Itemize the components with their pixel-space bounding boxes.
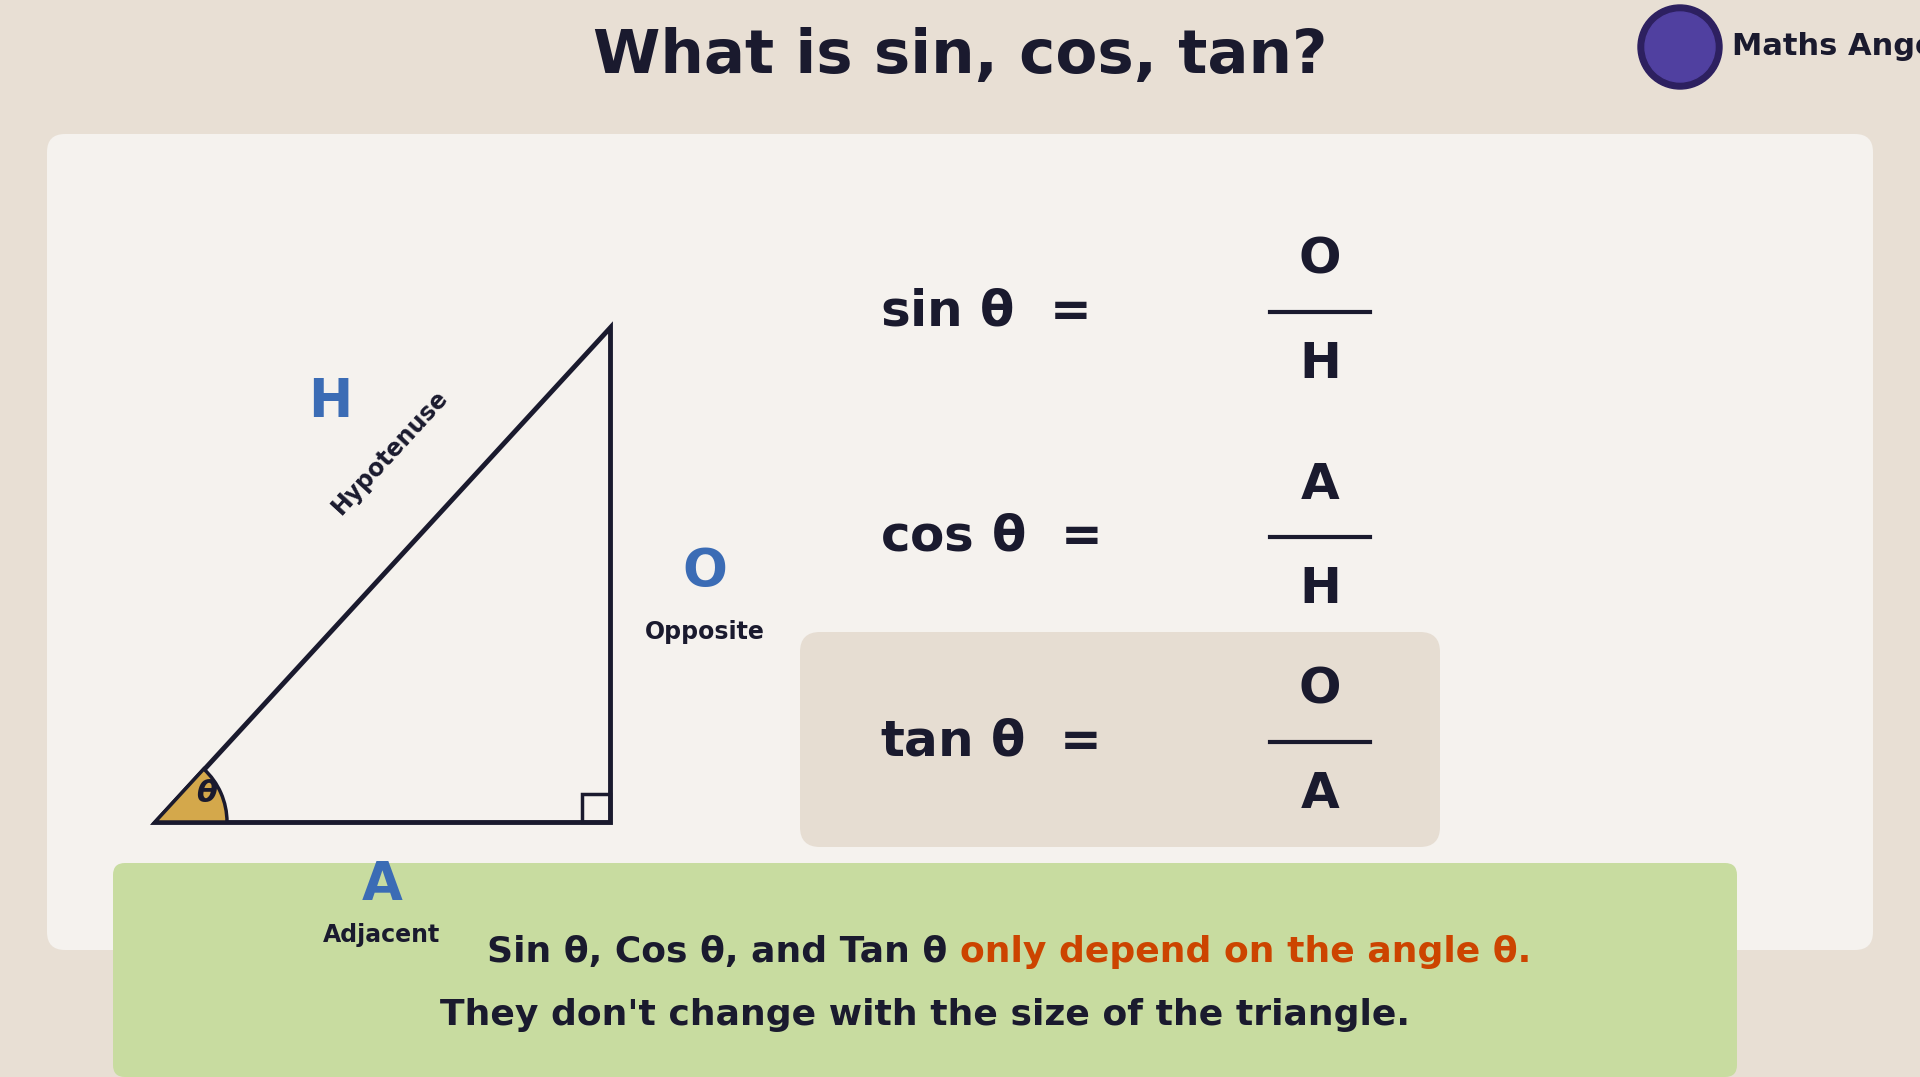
FancyBboxPatch shape bbox=[46, 134, 1874, 950]
Text: A: A bbox=[361, 859, 403, 911]
Text: cos $\mathbf{\theta}$  =: cos $\mathbf{\theta}$ = bbox=[879, 513, 1098, 561]
Text: O: O bbox=[1298, 236, 1342, 284]
Text: What is sin, cos, tan?: What is sin, cos, tan? bbox=[593, 28, 1327, 86]
Wedge shape bbox=[156, 769, 227, 822]
Text: sin $\mathbf{\theta}$  =: sin $\mathbf{\theta}$ = bbox=[879, 288, 1087, 336]
Text: H: H bbox=[1300, 340, 1340, 388]
FancyBboxPatch shape bbox=[801, 632, 1440, 847]
Text: Maths Angel: Maths Angel bbox=[1732, 32, 1920, 61]
Text: only depend on the angle θ.: only depend on the angle θ. bbox=[960, 935, 1532, 969]
Text: θ: θ bbox=[196, 780, 217, 809]
FancyBboxPatch shape bbox=[113, 863, 1738, 1077]
Text: Opposite: Opposite bbox=[645, 620, 764, 644]
Text: H: H bbox=[307, 376, 351, 428]
Text: They don't change with the size of the triangle.: They don't change with the size of the t… bbox=[440, 998, 1409, 1032]
Text: O: O bbox=[1298, 666, 1342, 714]
Text: A: A bbox=[1300, 461, 1340, 509]
Text: Sin θ, Cos θ, and Tan θ: Sin θ, Cos θ, and Tan θ bbox=[488, 935, 960, 969]
Circle shape bbox=[1638, 5, 1722, 89]
Text: tan $\mathbf{\theta}$  =: tan $\mathbf{\theta}$ = bbox=[879, 718, 1098, 766]
Text: Hypotenuse: Hypotenuse bbox=[326, 386, 453, 519]
Text: Adjacent: Adjacent bbox=[323, 923, 440, 947]
Text: A: A bbox=[1300, 770, 1340, 819]
Circle shape bbox=[1645, 12, 1715, 82]
Text: O: O bbox=[684, 546, 728, 598]
Text: H: H bbox=[1300, 565, 1340, 613]
Polygon shape bbox=[156, 327, 611, 822]
